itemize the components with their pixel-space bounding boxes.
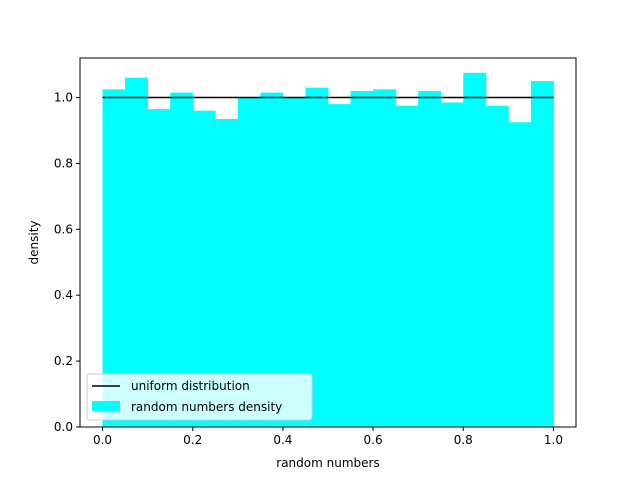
axes-frame xyxy=(79,57,577,428)
histogram-bar xyxy=(102,89,126,428)
histogram-bar xyxy=(125,77,149,428)
y-tick-label: 0.2 xyxy=(54,354,73,368)
x-tick-label: 1.0 xyxy=(544,433,563,447)
y-tick-label: 0.6 xyxy=(54,222,73,236)
histogram-bar xyxy=(147,109,171,428)
histogram-bar xyxy=(350,90,374,428)
histogram-bar xyxy=(373,89,397,428)
y-axis-label: density xyxy=(27,221,41,265)
legend-swatch-random-numbers-density xyxy=(92,401,120,411)
histogram-bar xyxy=(485,105,509,427)
x-tick-label: 0.6 xyxy=(364,433,383,447)
histogram-bar xyxy=(463,72,487,427)
legend-box xyxy=(86,373,313,421)
histogram-bar xyxy=(260,92,284,427)
histogram-bar xyxy=(305,87,329,427)
histogram-bar xyxy=(192,110,216,427)
y-tick-label: 0.0 xyxy=(54,420,73,434)
x-tick-label: 0.2 xyxy=(183,433,202,447)
histogram-bar xyxy=(395,105,419,427)
histogram-bar xyxy=(328,104,351,427)
histogram-bar xyxy=(508,122,532,427)
bars-group xyxy=(102,72,554,428)
y-tick-label: 0.4 xyxy=(54,288,73,302)
legend-label-uniform-distribution: uniform distribution xyxy=(131,379,250,393)
histogram-bar xyxy=(418,90,442,428)
x-tick-label: 0.0 xyxy=(93,433,112,447)
x-axis-ticks: 0.0 0.2 0.4 0.6 0.8 1.0 xyxy=(93,427,563,447)
histogram-bar xyxy=(440,102,464,428)
histogram-bar xyxy=(282,97,306,428)
y-tick-label: 0.8 xyxy=(54,156,73,170)
legend: uniform distribution random numbers dens… xyxy=(86,373,313,421)
x-tick-label: 0.8 xyxy=(454,433,473,447)
x-axis-label: random numbers xyxy=(276,456,379,470)
histogram-bar xyxy=(215,118,239,427)
histogram-bar xyxy=(237,97,261,428)
histogram-bar xyxy=(170,92,194,427)
x-tick-label: 0.4 xyxy=(273,433,292,447)
legend-label-random-numbers-density: random numbers density xyxy=(131,400,282,414)
histogram-bar xyxy=(530,81,554,427)
y-tick-label: 1.0 xyxy=(54,91,73,105)
y-axis-ticks: 0.0 0.2 0.4 0.6 0.8 1.0 xyxy=(54,91,80,434)
